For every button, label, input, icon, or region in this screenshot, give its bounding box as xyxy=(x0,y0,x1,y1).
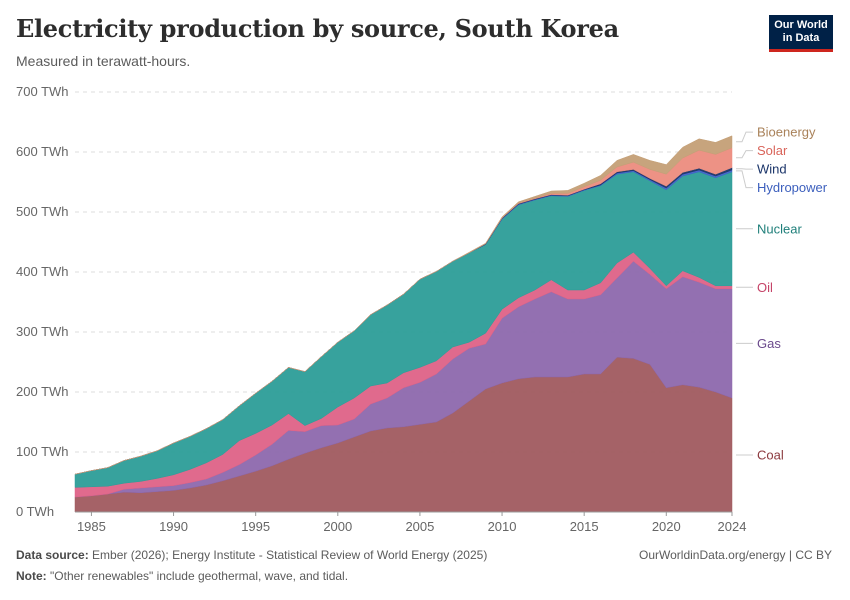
legend-gas[interactable]: Gas xyxy=(757,336,781,351)
area-series xyxy=(74,135,733,513)
x-tick-label: 2020 xyxy=(652,519,681,534)
x-axis: 1985 1990 1995 2000 2005 2010 2015 2020 2024 xyxy=(75,511,747,534)
note-label: Note: xyxy=(16,569,47,583)
note-text: "Other renewables" include geothermal, w… xyxy=(50,569,349,583)
y-tick-label: 200 TWh xyxy=(16,384,69,399)
legend: Bioenergy Solar Wind Hydropower Nuclear Oil Ga… xyxy=(736,125,828,463)
legend-solar[interactable]: Solar xyxy=(757,143,788,158)
legend-connector xyxy=(736,131,753,143)
x-tick-label: 2015 xyxy=(570,519,599,534)
x-tick-label: 2005 xyxy=(405,519,434,534)
y-tick-label: 500 TWh xyxy=(16,204,69,219)
x-tick-label: 2000 xyxy=(323,519,352,534)
legend-bioenergy[interactable]: Bioenergy xyxy=(757,125,816,140)
chart-title: Electricity production by source, South … xyxy=(16,14,619,43)
logo-line1: Our World xyxy=(774,19,828,31)
legend-oil[interactable]: Oil xyxy=(757,280,773,295)
legend-coal[interactable]: Coal xyxy=(757,448,784,463)
legend-wind[interactable]: Wind xyxy=(757,162,787,177)
data-source: Data source: Ember (2026); Energy Instit… xyxy=(16,548,487,562)
y-tick-label: 0 TWh xyxy=(16,504,54,519)
note: Note: "Other renewables" include geother… xyxy=(16,569,348,583)
logo-line2: in Data xyxy=(782,32,820,44)
x-tick-label: 2010 xyxy=(488,519,517,534)
legend-connector xyxy=(736,170,753,189)
owid-logo[interactable]: Our World in Data xyxy=(769,15,833,52)
legend-nuclear[interactable]: Nuclear xyxy=(757,221,802,236)
credit-link[interactable]: OurWorldinData.org/energy | CC BY xyxy=(639,548,832,562)
y-tick-label: 600 TWh xyxy=(16,144,69,159)
legend-hydropower[interactable]: Hydropower xyxy=(757,180,828,195)
y-tick-label: 100 TWh xyxy=(16,444,69,459)
x-tick-label: 1990 xyxy=(159,519,188,534)
x-tick-label: 2024 xyxy=(718,519,747,534)
area-bioenergy[interactable] xyxy=(74,135,733,475)
data-source-text[interactable]: Ember (2026); Energy Institute - Statist… xyxy=(92,548,488,562)
y-tick-label: 700 TWh xyxy=(16,84,69,99)
chart-subtitle: Measured in terawatt-hours. xyxy=(16,53,191,69)
y-axis: 0 TWh 100 TWh 200 TWh 300 TWh 400 TWh 500 TWh… xyxy=(16,84,69,519)
x-tick-label: 1995 xyxy=(241,519,270,534)
legend-connector xyxy=(736,150,753,159)
x-tick-label: 1985 xyxy=(77,519,106,534)
y-tick-label: 300 TWh xyxy=(16,324,69,339)
y-tick-label: 400 TWh xyxy=(16,264,69,279)
data-source-label: Data source: xyxy=(16,548,89,562)
